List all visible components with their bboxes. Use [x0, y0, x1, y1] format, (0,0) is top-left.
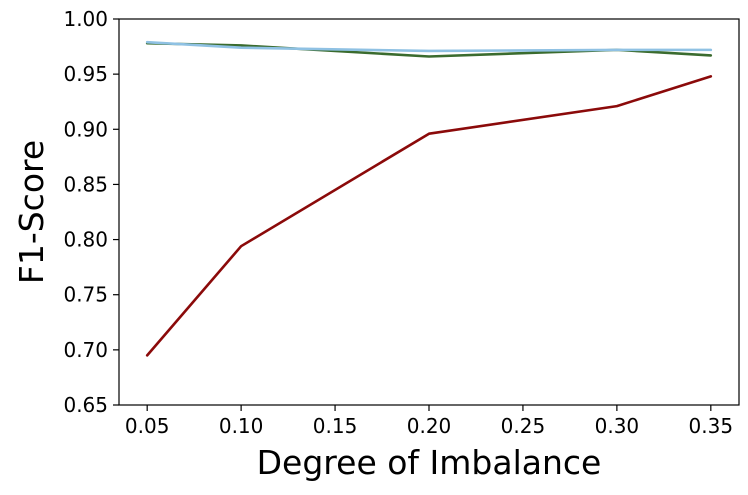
y-tick-label: 0.95	[63, 62, 108, 86]
y-axis-title: F1-Score	[12, 140, 51, 284]
plot-area-frame	[118, 18, 740, 406]
x-tick-label: 0.20	[407, 414, 452, 438]
x-tick-label: 0.25	[501, 414, 546, 438]
y-tick-label: 0.75	[63, 283, 108, 307]
x-tick-label: 0.05	[125, 414, 170, 438]
y-tick-label: 0.90	[63, 117, 108, 141]
y-tick-label: 0.65	[63, 393, 108, 417]
y-tick-label: 0.80	[63, 228, 108, 252]
x-tick-label: 0.15	[313, 414, 358, 438]
x-tick-label: 0.35	[689, 414, 734, 438]
ticks-layer: 0.05 0.10 0.15 0.20 0.25 0.30 0.35 0.65 0.70 0.75…	[63, 7, 733, 438]
x-tick-label: 0.30	[595, 414, 640, 438]
x-axis-title: Degree of Imbalance	[257, 443, 602, 482]
y-tick-label: 0.70	[63, 338, 108, 362]
y-tick-label: 1.00	[63, 7, 108, 31]
series-line-1	[145, 75, 713, 357]
x-tick-label: 0.10	[219, 414, 264, 438]
y-tick-label: 0.85	[63, 172, 108, 196]
series-line-3	[145, 40, 713, 53]
series-layer	[145, 40, 713, 357]
